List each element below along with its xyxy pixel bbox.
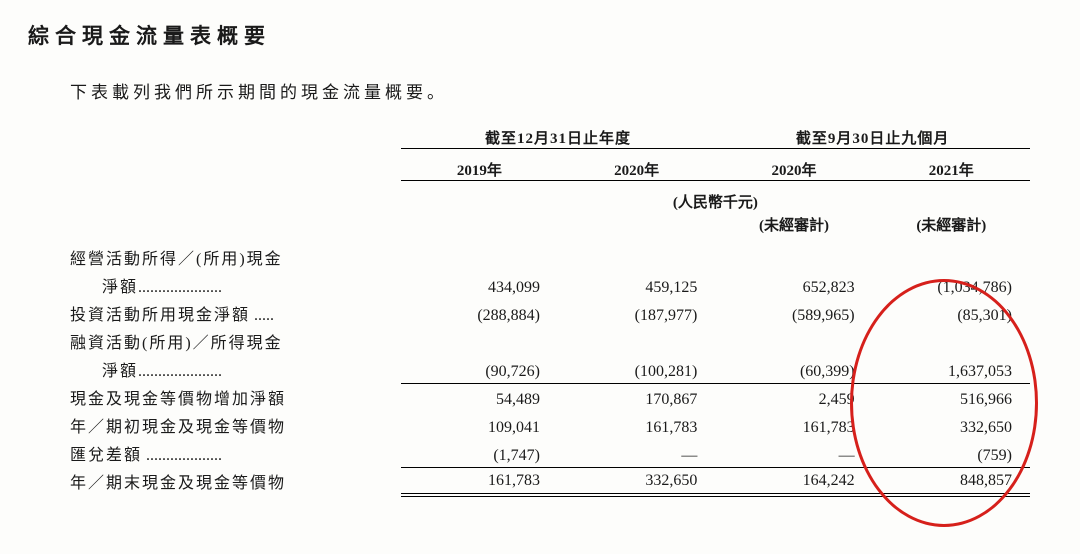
cell: (100,281): [558, 355, 715, 383]
col-year-3: 2020年: [715, 159, 872, 181]
cell: 332,650: [558, 467, 715, 495]
cell: —: [558, 439, 715, 467]
row-label: 投資活動所用現金淨額 .....: [70, 299, 401, 327]
row-label: 淨額.....................: [70, 271, 401, 299]
intro-text: 下表載列我們所示期間的現金流量概要。: [70, 78, 1052, 103]
group-header-annual: 截至12月31日止年度: [401, 127, 716, 149]
section-heading: 綜合現金流量表概要: [28, 20, 1052, 50]
row-label: 年／期末現金及現金等價物: [70, 467, 401, 495]
cashflow-table: 截至12月31日止年度 截至9月30日止九個月 2019年 2020年 2020…: [70, 127, 1030, 497]
table-container: 截至12月31日止年度 截至9月30日止九個月 2019年 2020年 2020…: [70, 127, 1052, 497]
cell: (288,884): [401, 299, 558, 327]
cell: (1,034,786): [873, 271, 1030, 299]
cell: (759): [873, 439, 1030, 467]
row-label: 年／期初現金及現金等價物: [70, 411, 401, 439]
cell: (90,726): [401, 355, 558, 383]
row-label: 融資活動(所用)／所得現金: [70, 327, 401, 355]
cell: (60,399): [715, 355, 872, 383]
col-year-4: 2021年: [873, 159, 1030, 181]
cell: 332,650: [873, 411, 1030, 439]
row-label: 現金及現金等價物增加淨額: [70, 383, 401, 411]
cell: 109,041: [401, 411, 558, 439]
cell: 848,857: [873, 467, 1030, 495]
cell: 170,867: [558, 383, 715, 411]
audit-note-c3: (未經審計): [715, 212, 872, 243]
cell: (1,747): [401, 439, 558, 467]
cell: 516,966: [873, 383, 1030, 411]
cell: 1,637,053: [873, 355, 1030, 383]
cell: (589,965): [715, 299, 872, 327]
row-label: 淨額.....................: [70, 355, 401, 383]
cell: 652,823: [715, 271, 872, 299]
cell: 164,242: [715, 467, 872, 495]
cell: 2,459: [715, 383, 872, 411]
cell: 434,099: [401, 271, 558, 299]
audit-note-c4: (未經審計): [873, 212, 1030, 243]
unit-label: (人民幣千元): [401, 185, 1030, 212]
col-year-1: 2019年: [401, 159, 558, 181]
cell: 161,783: [715, 411, 872, 439]
cell: —: [715, 439, 872, 467]
row-label: 經營活動所得／(所用)現金: [70, 243, 401, 271]
cell: 54,489: [401, 383, 558, 411]
cell: 161,783: [401, 467, 558, 495]
cell: (85,301): [873, 299, 1030, 327]
col-year-2: 2020年: [558, 159, 715, 181]
cell: 161,783: [558, 411, 715, 439]
row-label: 匯兌差額 ...................: [70, 439, 401, 467]
cell: (187,977): [558, 299, 715, 327]
group-header-interim: 截至9月30日止九個月: [715, 127, 1030, 149]
cell: 459,125: [558, 271, 715, 299]
